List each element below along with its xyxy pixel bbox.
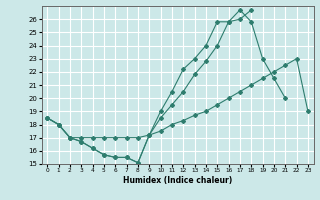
X-axis label: Humidex (Indice chaleur): Humidex (Indice chaleur) <box>123 176 232 185</box>
